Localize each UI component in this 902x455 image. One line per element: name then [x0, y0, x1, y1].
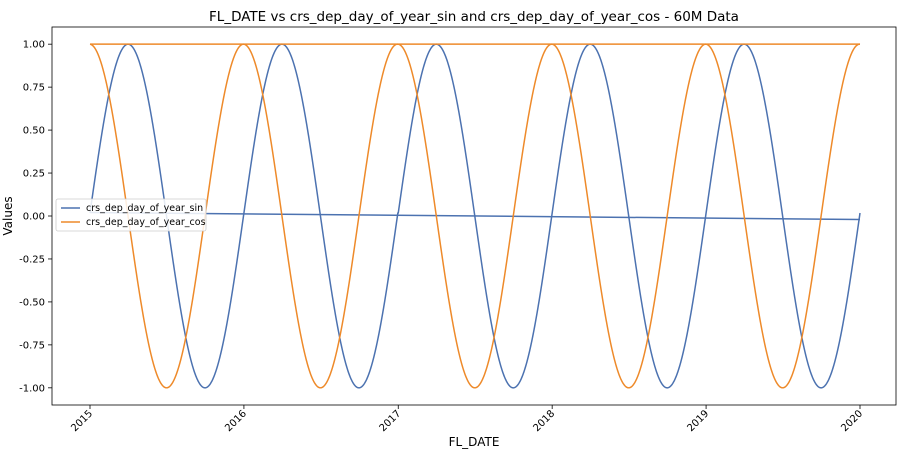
legend-label-sin: crs_dep_day_of_year_sin	[86, 203, 203, 214]
series-layer	[89, 43, 861, 389]
y-tick-label: 1.00	[23, 40, 45, 51]
x-tick-label: 2017	[378, 408, 404, 434]
x-tick-label: 2015	[69, 408, 95, 434]
y-tick-label: 0.50	[23, 126, 45, 137]
x-tick-label: 2019	[685, 408, 711, 434]
y-axis: 1.00 0.75 0.50 0.25 0.00 -0.25 -0.50 -0.75 -1.00	[19, 40, 52, 394]
y-tick-label: 0.75	[23, 83, 45, 94]
chart-title: FL_DATE vs crs_dep_day_of_year_sin and c…	[209, 9, 739, 25]
legend: crs_dep_day_of_year_sin crs_dep_day_of_y…	[55, 198, 207, 232]
x-axis: 2015 2016 2017 2018 2019 2020	[69, 405, 865, 434]
y-tick-label: 0.00	[23, 212, 45, 223]
legend-box	[55, 198, 207, 232]
y-axis-title: Values	[1, 196, 15, 235]
y-tick-label: -1.00	[19, 383, 45, 394]
y-tick-label: -0.25	[19, 254, 45, 265]
legend-label-cos: crs_dep_day_of_year_cos	[86, 217, 206, 228]
x-tick-label: 2020	[839, 408, 865, 434]
y-tick-label: 0.25	[23, 169, 45, 180]
y-tick-label: -0.75	[19, 340, 45, 351]
series-line-cos	[89, 43, 861, 389]
x-tick-label: 2016	[223, 408, 249, 434]
x-tick-label: 2018	[532, 408, 558, 434]
x-axis-title: FL_DATE	[449, 435, 500, 449]
series-line-sin	[89, 43, 861, 389]
series-return-line-sin	[89, 211, 861, 221]
y-tick-label: -0.50	[19, 297, 45, 308]
